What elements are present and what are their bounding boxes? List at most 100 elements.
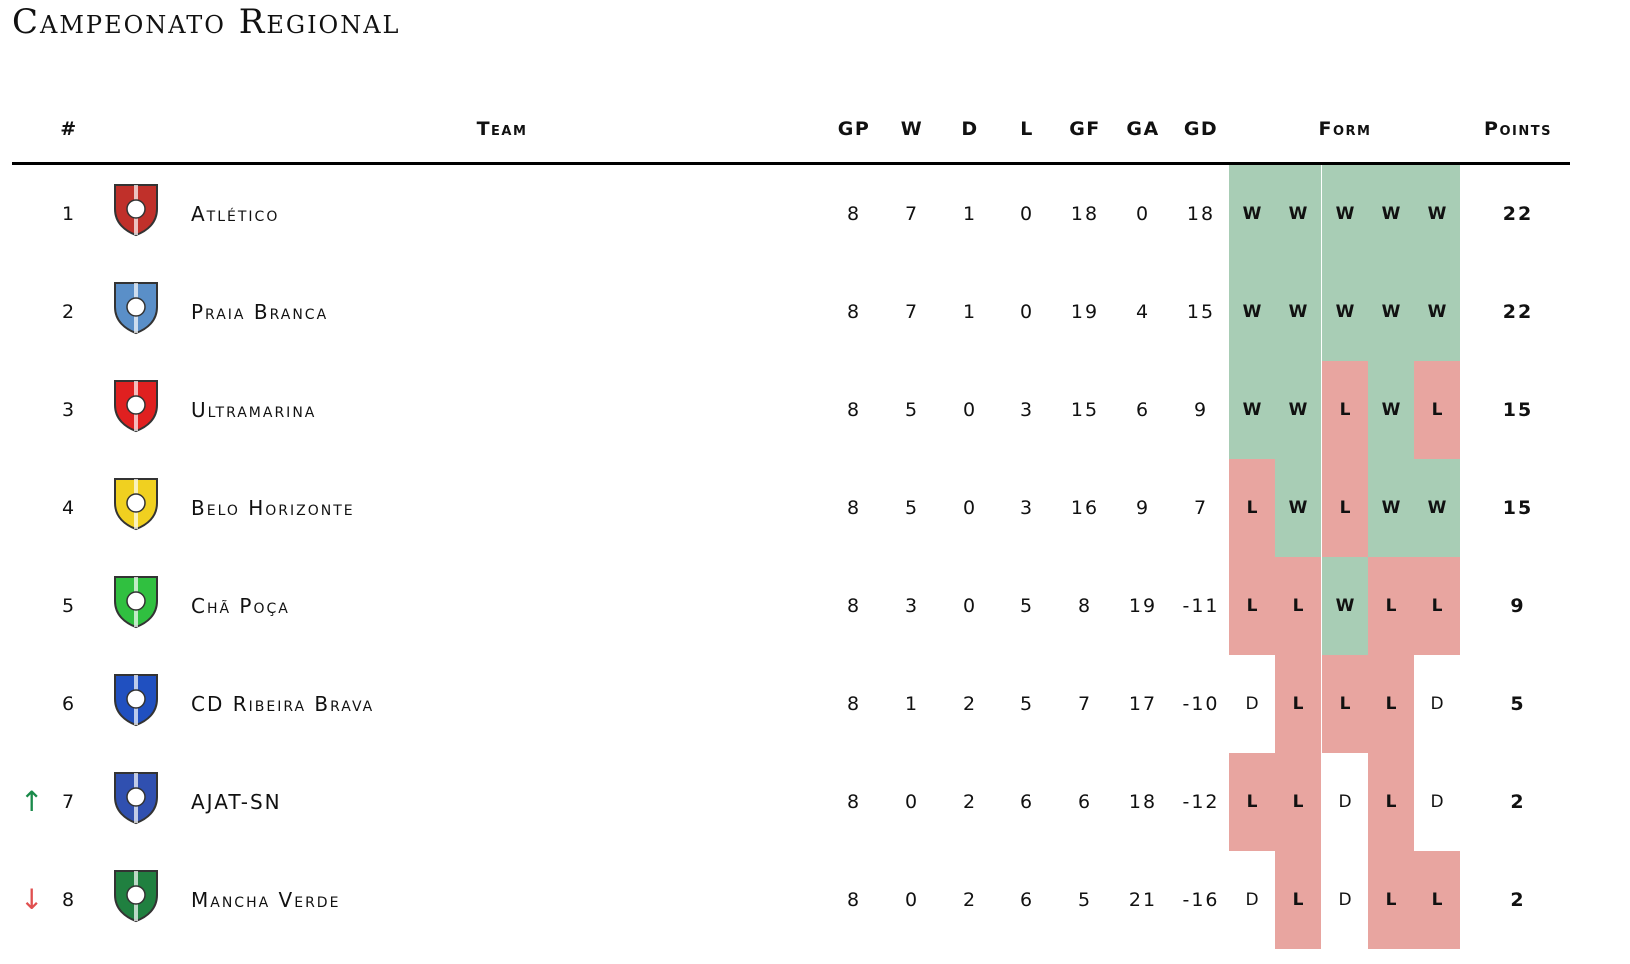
form-result: L <box>1368 655 1414 753</box>
ultramarina-crest-icon <box>114 380 158 433</box>
form-result: W <box>1229 263 1275 361</box>
cell-d: 0 <box>962 399 978 421</box>
cell-ga: 21 <box>1128 889 1158 911</box>
cell-l: 5 <box>1019 595 1035 617</box>
form-result: W <box>1414 263 1460 361</box>
cell-gd: 15 <box>1186 301 1216 323</box>
cell-gd: 9 <box>1193 399 1209 421</box>
team-name: Mancha Verde <box>191 888 341 912</box>
form-result: D <box>1430 792 1444 812</box>
form-result: L <box>1229 753 1275 851</box>
mancha-verde-crest-icon <box>114 870 158 923</box>
cell-gp: 8 <box>846 497 862 519</box>
cell-rank: 2 <box>61 301 77 323</box>
form-result: W <box>1275 361 1321 459</box>
form-result: L <box>1368 557 1414 655</box>
cell-ga: 0 <box>1135 203 1151 225</box>
relegation-arrow-icon: ↓ <box>20 883 44 916</box>
form-result: D <box>1430 694 1444 714</box>
table-row: ↓ 8 8 0 2 6 5 21 -16 2 Mancha Verde D L D L L <box>12 851 1570 949</box>
form-result: L <box>1414 557 1460 655</box>
form-result: D <box>1338 792 1352 812</box>
team-name: Atlético <box>191 202 280 226</box>
header-rank: # <box>60 118 78 140</box>
cell-points: 2 <box>1510 791 1526 813</box>
form-result: D <box>1245 890 1259 910</box>
cell-l: 0 <box>1019 203 1035 225</box>
cell-w: 0 <box>904 889 920 911</box>
cell-ga: 18 <box>1128 791 1158 813</box>
cell-rank: 1 <box>61 203 77 225</box>
table-row: 3 8 5 0 3 15 6 9 15 Ultramarina W W L W L <box>12 361 1570 459</box>
cell-gf: 7 <box>1077 693 1093 715</box>
cell-rank: 3 <box>61 399 77 421</box>
header-gd: GD <box>1183 118 1219 140</box>
cell-gd: -10 <box>1182 693 1220 715</box>
cell-gp: 8 <box>846 399 862 421</box>
cell-gd: -12 <box>1182 791 1220 813</box>
cell-points: 2 <box>1510 889 1526 911</box>
header-d: D <box>961 118 979 140</box>
form-result: L <box>1275 753 1321 851</box>
form-result: L <box>1322 655 1368 753</box>
cell-d: 2 <box>962 889 978 911</box>
header-team: Team <box>476 118 528 140</box>
team-name: Chã Poça <box>191 594 290 618</box>
praia-branca-crest-icon <box>114 282 158 335</box>
cell-l: 3 <box>1019 399 1035 421</box>
cell-gf: 5 <box>1077 889 1093 911</box>
team-name: Belo Horizonte <box>191 496 355 520</box>
form-result: W <box>1322 557 1368 655</box>
cell-gp: 8 <box>846 203 862 225</box>
form-result: W <box>1414 165 1460 263</box>
form-result: L <box>1414 361 1460 459</box>
ribeira-brava-crest-icon <box>114 674 158 727</box>
belo-horizonte-crest-icon <box>114 478 158 531</box>
header-points: Points <box>1484 118 1552 140</box>
team-name: CD Ribeira Brava <box>191 692 375 716</box>
form-result: W <box>1229 165 1275 263</box>
form-result: W <box>1275 165 1321 263</box>
cell-d: 0 <box>962 497 978 519</box>
form-result: W <box>1275 263 1321 361</box>
cell-rank: 5 <box>61 595 77 617</box>
header-divider <box>12 162 1570 165</box>
form-result: L <box>1368 851 1414 949</box>
form-result: L <box>1275 655 1321 753</box>
cell-l: 3 <box>1019 497 1035 519</box>
cell-points: 22 <box>1502 301 1534 323</box>
cell-gp: 8 <box>846 889 862 911</box>
form-result: L <box>1229 459 1275 557</box>
form-result: L <box>1229 557 1275 655</box>
form-result: D <box>1338 890 1352 910</box>
cell-gp: 8 <box>846 791 862 813</box>
form-result: W <box>1368 361 1414 459</box>
cell-l: 6 <box>1019 791 1035 813</box>
form-result: L <box>1275 557 1321 655</box>
cell-gf: 15 <box>1070 399 1100 421</box>
cell-rank: 6 <box>61 693 77 715</box>
cell-points: 15 <box>1502 497 1534 519</box>
cell-w: 5 <box>904 497 920 519</box>
form-result: L <box>1414 851 1460 949</box>
header-w: W <box>900 118 924 140</box>
cell-gp: 8 <box>846 301 862 323</box>
cell-points: 15 <box>1502 399 1534 421</box>
cell-points: 22 <box>1502 203 1534 225</box>
cell-d: 2 <box>962 791 978 813</box>
cell-gd: 18 <box>1186 203 1216 225</box>
cell-gd: -11 <box>1182 595 1220 617</box>
cell-gp: 8 <box>846 693 862 715</box>
form-result: D <box>1245 694 1259 714</box>
cha-poca-crest-icon <box>114 576 158 629</box>
cell-rank: 7 <box>61 791 77 813</box>
page-title: Campeonato Regional <box>12 2 401 42</box>
cell-w: 3 <box>904 595 920 617</box>
cell-gf: 6 <box>1077 791 1093 813</box>
team-name: Ultramarina <box>191 398 317 422</box>
cell-gd: 7 <box>1193 497 1209 519</box>
cell-l: 6 <box>1019 889 1035 911</box>
cell-w: 0 <box>904 791 920 813</box>
cell-w: 5 <box>904 399 920 421</box>
form-result: W <box>1368 165 1414 263</box>
